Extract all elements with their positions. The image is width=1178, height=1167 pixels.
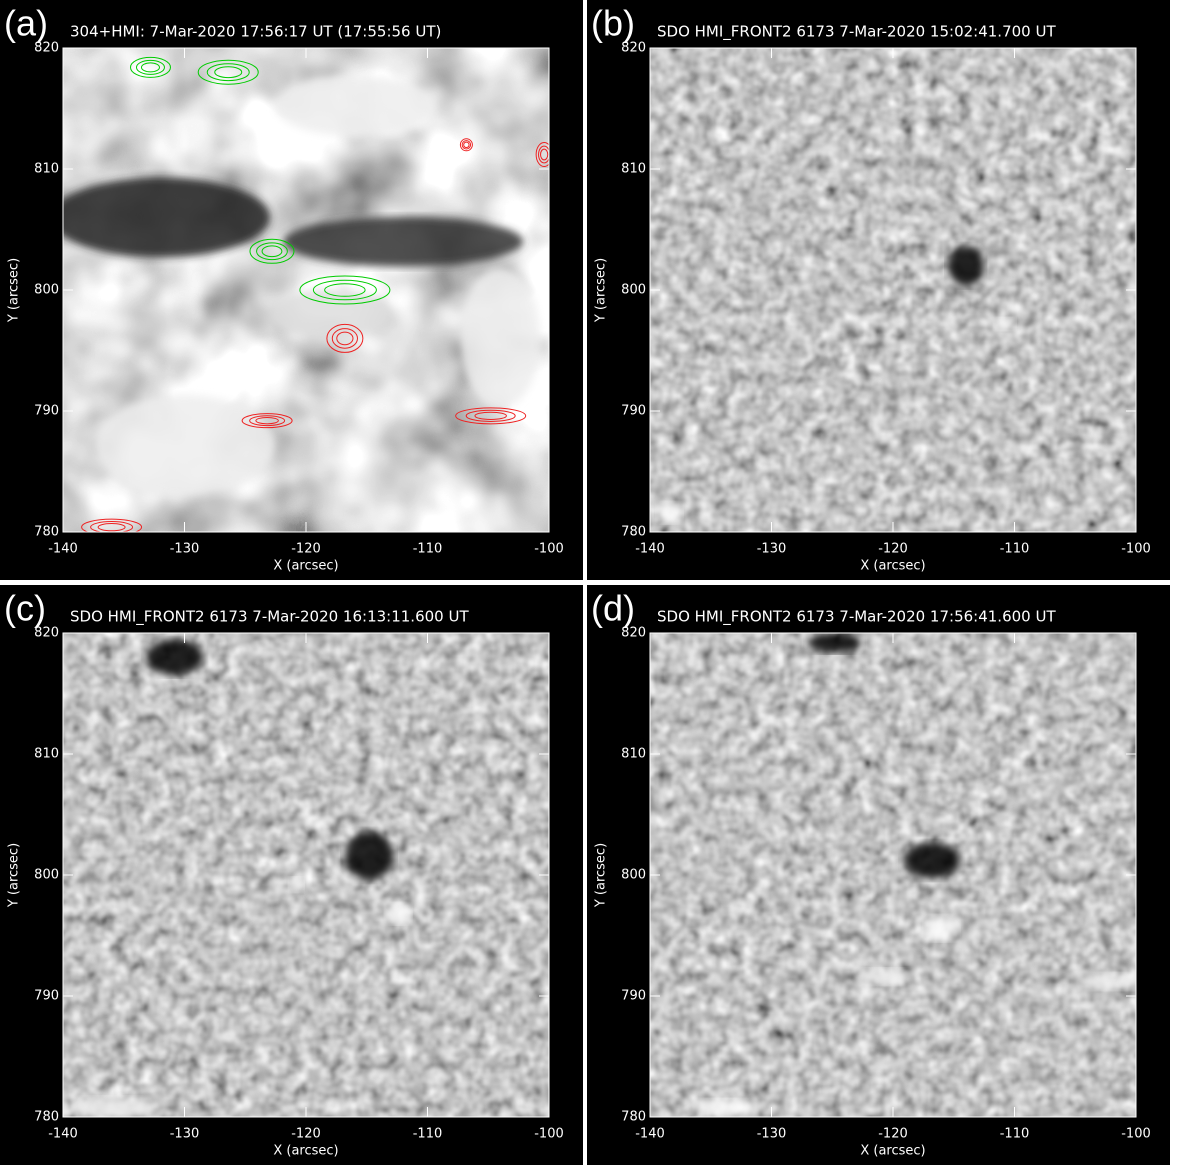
x-tick-label: -130 [757,1127,787,1142]
y-tick-label: 780 [34,525,59,540]
x-tick-label: -110 [413,542,443,557]
y-tick-label: 790 [34,404,59,419]
feature [147,639,203,675]
x-tick-label: -120 [878,542,908,557]
y-axis-label: Y (arcsec) [7,258,22,323]
y-axis-label: Y (arcsec) [7,843,22,908]
image-texture [650,633,1136,1117]
image [650,633,1142,1117]
y-tick-label: 810 [621,747,646,762]
x-tick-label: -110 [1000,1127,1030,1142]
feature [948,246,984,286]
feature [289,878,303,892]
feature [50,177,270,257]
feature [904,842,960,878]
panel-label: (a) [4,3,48,44]
feature [460,268,540,408]
y-axis-label: Y (arcsec) [594,258,609,323]
y-tick-label: 790 [621,989,646,1004]
feature [855,969,911,985]
x-tick-label: -130 [170,542,200,557]
figure: -140-130-120-110-100780790800810820X (ar… [0,0,1178,1167]
image-texture [650,48,1136,532]
x-axis-label: X (arcsec) [273,1144,338,1159]
feature [809,633,861,653]
y-tick-label: 810 [621,162,646,177]
y-tick-label: 800 [621,283,646,298]
feature [72,1097,152,1117]
panel-title: 304+HMI: 7-Mar-2020 17:56:17 UT (17:55:5… [70,23,441,41]
panel-title: SDO HMI_FRONT2 6173 7-Mar-2020 16:13:11.… [70,608,469,627]
x-axis-label: X (arcsec) [860,559,925,574]
x-tick-label: -110 [413,1127,443,1142]
y-tick-label: 780 [621,525,646,540]
image-texture [63,633,549,1117]
feature [693,1099,753,1115]
feature [926,916,958,940]
x-tick-label: -120 [291,1127,321,1142]
feature [95,395,275,495]
feature [1082,973,1142,989]
image [50,48,552,535]
x-axis-label: X (arcsec) [860,1144,925,1159]
x-axis-label: X (arcsec) [273,559,338,574]
y-axis-label: Y (arcsec) [594,843,609,908]
y-tick-label: 780 [34,1110,59,1125]
x-tick-label: -100 [1121,542,1151,557]
feature [657,503,681,523]
feature [283,217,523,267]
feature [345,832,393,880]
x-tick-label: -140 [48,1127,78,1142]
y-tick-label: 780 [621,1110,646,1125]
x-tick-label: -140 [635,1127,665,1142]
x-tick-label: -130 [757,542,787,557]
x-tick-label: -120 [878,1127,908,1142]
panel-label: (b) [591,3,635,44]
panel-title: SDO HMI_FRONT2 6173 7-Mar-2020 17:56:41.… [657,608,1056,627]
panel-label: (d) [591,588,635,629]
y-tick-label: 810 [34,747,59,762]
x-tick-label: -100 [534,1127,564,1142]
panel-title: SDO HMI_FRONT2 6173 7-Mar-2020 15:02:41.… [657,23,1056,42]
y-tick-label: 800 [34,868,59,883]
x-tick-label: -140 [48,542,78,557]
y-tick-label: 800 [34,283,59,298]
feature [270,289,390,339]
y-tick-label: 800 [621,868,646,883]
y-tick-label: 790 [621,404,646,419]
x-tick-label: -110 [1000,542,1030,557]
y-tick-label: 790 [34,989,59,1004]
feature [995,318,1015,330]
feature [275,76,435,136]
y-tick-label: 810 [34,162,59,177]
panel-label: (c) [4,588,46,629]
image [650,48,1136,532]
feature [386,904,410,924]
x-tick-label: -120 [291,542,321,557]
x-tick-label: -100 [534,542,564,557]
x-tick-label: -130 [170,1127,200,1142]
x-tick-label: -140 [635,542,665,557]
x-tick-label: -100 [1121,1127,1151,1142]
image [63,633,549,1117]
